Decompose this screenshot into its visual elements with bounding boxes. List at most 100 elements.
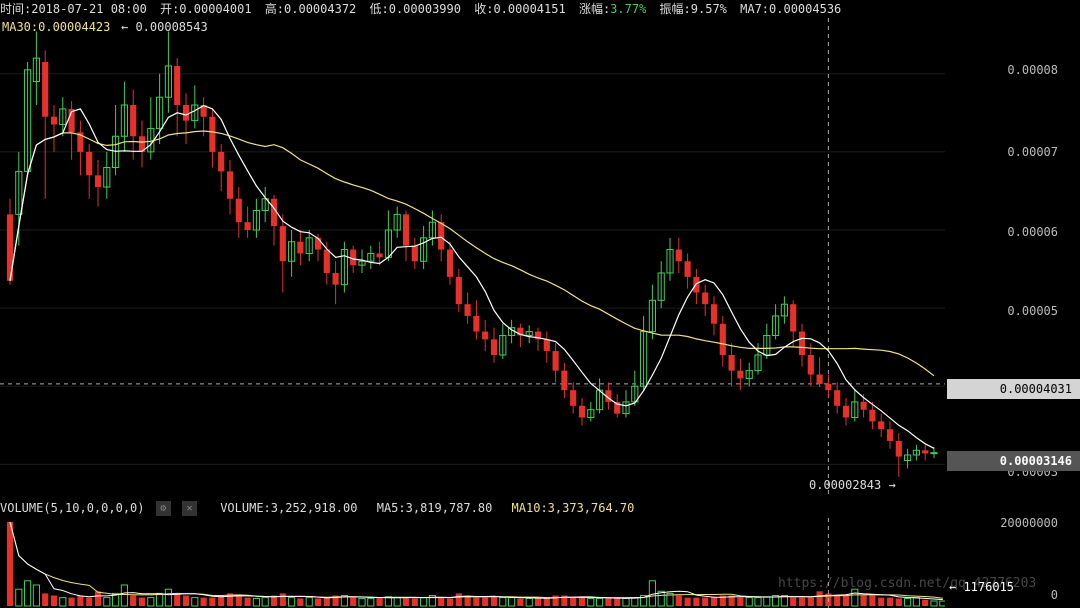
- volume-bar: [851, 588, 859, 607]
- volume-bar: [754, 597, 762, 607]
- candle-body: [869, 409, 876, 422]
- candle-body: [297, 241, 304, 254]
- volume-bar: [340, 595, 348, 607]
- candle-body: [218, 151, 225, 172]
- volume-bar: [702, 597, 709, 606]
- volume-bar: [226, 593, 234, 606]
- volume-bar: [59, 597, 67, 607]
- candle-body: [420, 237, 428, 262]
- volume-bar: [895, 598, 902, 606]
- candle-body: [561, 370, 568, 391]
- price-axis-label: 0.00005: [1007, 304, 1058, 318]
- candle-body: [780, 303, 788, 317]
- candle-body: [376, 253, 383, 258]
- volume-bar: [561, 595, 568, 606]
- volume-bar: [86, 597, 93, 606]
- volume-bar: [261, 597, 269, 607]
- candle-body: [834, 390, 841, 406]
- volume-bar: [543, 598, 550, 606]
- candle-body: [32, 57, 40, 83]
- volume-bar: [790, 597, 797, 606]
- close-icon[interactable]: ✕: [181, 501, 197, 516]
- volume-bar: [842, 595, 850, 606]
- ohlc-info-bar: 时间:2018-07-21 08:00 开:0.00004001 高:0.000…: [0, 0, 1080, 18]
- volume-last-label: ← 1176015: [949, 580, 1015, 594]
- volume-bar: [332, 595, 339, 606]
- volume-bar: [710, 597, 718, 606]
- volume-bar: [605, 597, 612, 606]
- volume-bar: [428, 595, 436, 607]
- candle-body: [798, 331, 806, 355]
- candle-body: [59, 108, 67, 126]
- ma7-line: [9, 104, 935, 449]
- volume-bar: [420, 597, 428, 607]
- volume-bar: [772, 595, 780, 607]
- volume-ma5: MA5:3,819,787.80: [376, 501, 493, 515]
- candle-body: [675, 249, 682, 262]
- candle-body: [411, 245, 418, 262]
- candle-body: [182, 105, 190, 121]
- candle-body: [367, 252, 375, 262]
- max-price-label: ← 0.00008543: [121, 20, 208, 34]
- volume-bar: [68, 597, 75, 606]
- candle-body: [209, 116, 216, 152]
- candle-body: [737, 370, 744, 379]
- volume-bar: [745, 597, 753, 607]
- volume-bar: [323, 597, 330, 606]
- candle-body: [552, 351, 559, 371]
- volume-bar: [693, 597, 700, 606]
- volume-bar: [446, 598, 454, 606]
- candle-body: [904, 454, 912, 461]
- candle-body: [261, 198, 269, 211]
- candle-body: [525, 331, 533, 336]
- volume-bar: [138, 597, 146, 606]
- price-axis-label: 0.00006: [1007, 225, 1058, 239]
- candle-body: [438, 222, 445, 250]
- candlestick-chart[interactable]: [0, 18, 945, 498]
- settings-icon[interactable]: ⚙: [155, 501, 171, 516]
- volume-bar: [834, 595, 841, 606]
- volume-bar: [288, 597, 296, 607]
- volume-info-bar: VOLUME(5,10,0,0,0,0) ⚙ ✕ VOLUME:3,252,91…: [0, 498, 1080, 518]
- candle-body: [790, 304, 797, 332]
- volume-bar: [235, 595, 242, 606]
- candle-body: [6, 214, 14, 281]
- volume-indicator-title: VOLUME(5,10,0,0,0,0): [0, 501, 145, 515]
- volume-bar: [517, 598, 524, 606]
- volume-bar: [42, 593, 49, 606]
- volume-bar: [939, 600, 945, 607]
- candle-body: [517, 327, 524, 336]
- candle-body: [825, 383, 832, 391]
- volume-bar: [182, 595, 190, 606]
- candle-body: [895, 440, 902, 457]
- candle-body: [570, 390, 577, 406]
- candle-body: [648, 299, 656, 333]
- volume-bar: [912, 597, 920, 607]
- volume-bar: [570, 597, 577, 606]
- candle-body: [578, 405, 586, 418]
- candle-body: [543, 339, 550, 352]
- volume-bar: [350, 597, 357, 606]
- candle-body: [464, 304, 471, 316]
- low-info: 低:0.00003990: [369, 2, 461, 16]
- candle-body: [657, 272, 665, 301]
- volume-bar: [473, 597, 480, 606]
- amplitude-info: 振幅:9.57%: [659, 2, 727, 16]
- volume-value: VOLUME:3,252,918.00: [220, 501, 358, 515]
- volume-bar: [869, 595, 876, 606]
- volume-bar: [50, 595, 58, 606]
- volume-bar: [596, 597, 604, 607]
- volume-chart[interactable]: [0, 518, 945, 608]
- volume-bar: [622, 597, 630, 607]
- volume-bar: [640, 595, 648, 607]
- high-info: 高:0.00004372: [264, 2, 357, 16]
- volume-bar: [244, 597, 251, 606]
- time-info: 时间:2018-07-21 08:00: [0, 2, 147, 16]
- candle-body: [191, 104, 199, 122]
- volume-bar: [860, 595, 867, 606]
- candle-body: [473, 315, 480, 332]
- candle-body: [878, 421, 885, 430]
- candle-body: [42, 62, 49, 117]
- volume-bar: [411, 598, 418, 606]
- candle-body: [719, 323, 726, 355]
